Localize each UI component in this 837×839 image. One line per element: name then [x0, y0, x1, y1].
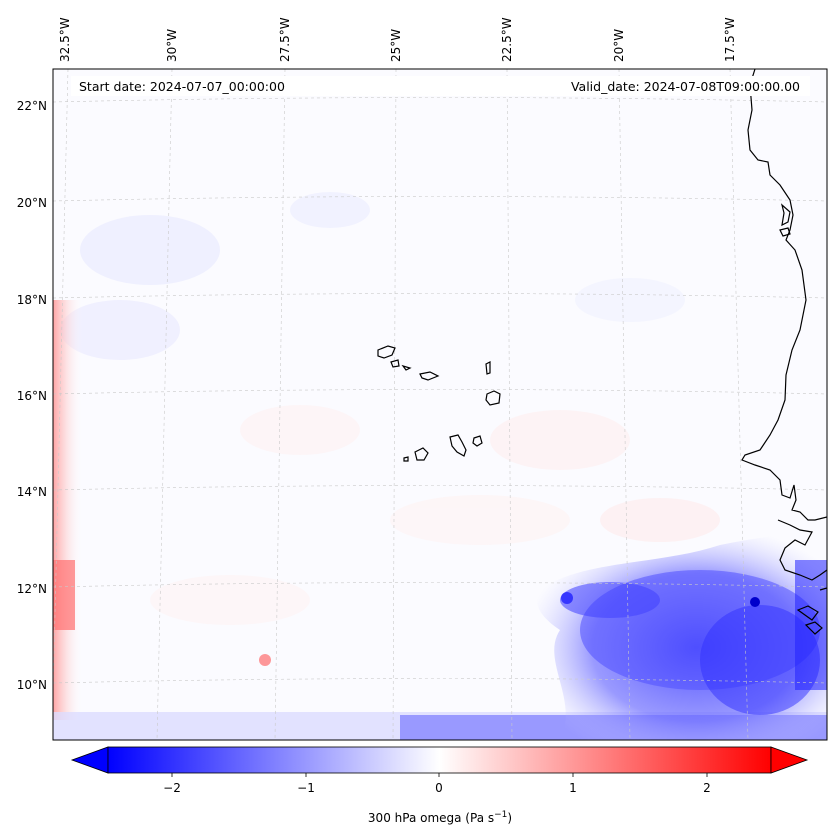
colorbar-tick: −1 [297, 781, 315, 795]
lat-label: 20°N [17, 196, 47, 210]
lat-label: 18°N [17, 293, 47, 307]
lat-label: 12°N [17, 582, 47, 596]
start-date-label: Start date: 2024-07-07_00:00:00 [79, 79, 285, 94]
lon-label: 27.5°W [278, 17, 292, 62]
lat-label: 10°N [17, 678, 47, 692]
colorbar-tick: 0 [435, 781, 443, 795]
lon-label: 22.5°W [500, 17, 514, 62]
lon-label: 32.5°W [58, 17, 72, 62]
colorbar: −2 −1 0 1 2 300 hPa omega (Pa s−1) [70, 746, 809, 825]
lon-label: 30°W [165, 29, 179, 62]
omega-field [53, 69, 827, 740]
lon-label: 17.5°W [723, 17, 737, 62]
lat-label: 14°N [17, 485, 47, 499]
lat-label: 16°N [17, 389, 47, 403]
longitude-labels: 32.5°W 30°W 27.5°W 25°W 22.5°W 20°W 17.5… [58, 17, 737, 62]
lat-label: 22°N [17, 99, 47, 113]
colorbar-label: 300 hPa omega (Pa s−1) [368, 810, 512, 825]
lon-label: 20°W [612, 29, 626, 62]
coastline [741, 69, 827, 635]
colorbar-tick: 1 [569, 781, 577, 795]
colorbar-tick: −2 [163, 781, 181, 795]
lon-label: 25°W [389, 29, 403, 62]
colorbar-tick: 2 [703, 781, 711, 795]
cape-verde-islands [377, 345, 501, 462]
latitude-labels: 22°N 20°N 18°N 16°N 14°N 12°N 10°N [17, 99, 47, 692]
valid-date-label: Valid_date: 2024-07-08T09:00:00.00 [571, 79, 800, 94]
